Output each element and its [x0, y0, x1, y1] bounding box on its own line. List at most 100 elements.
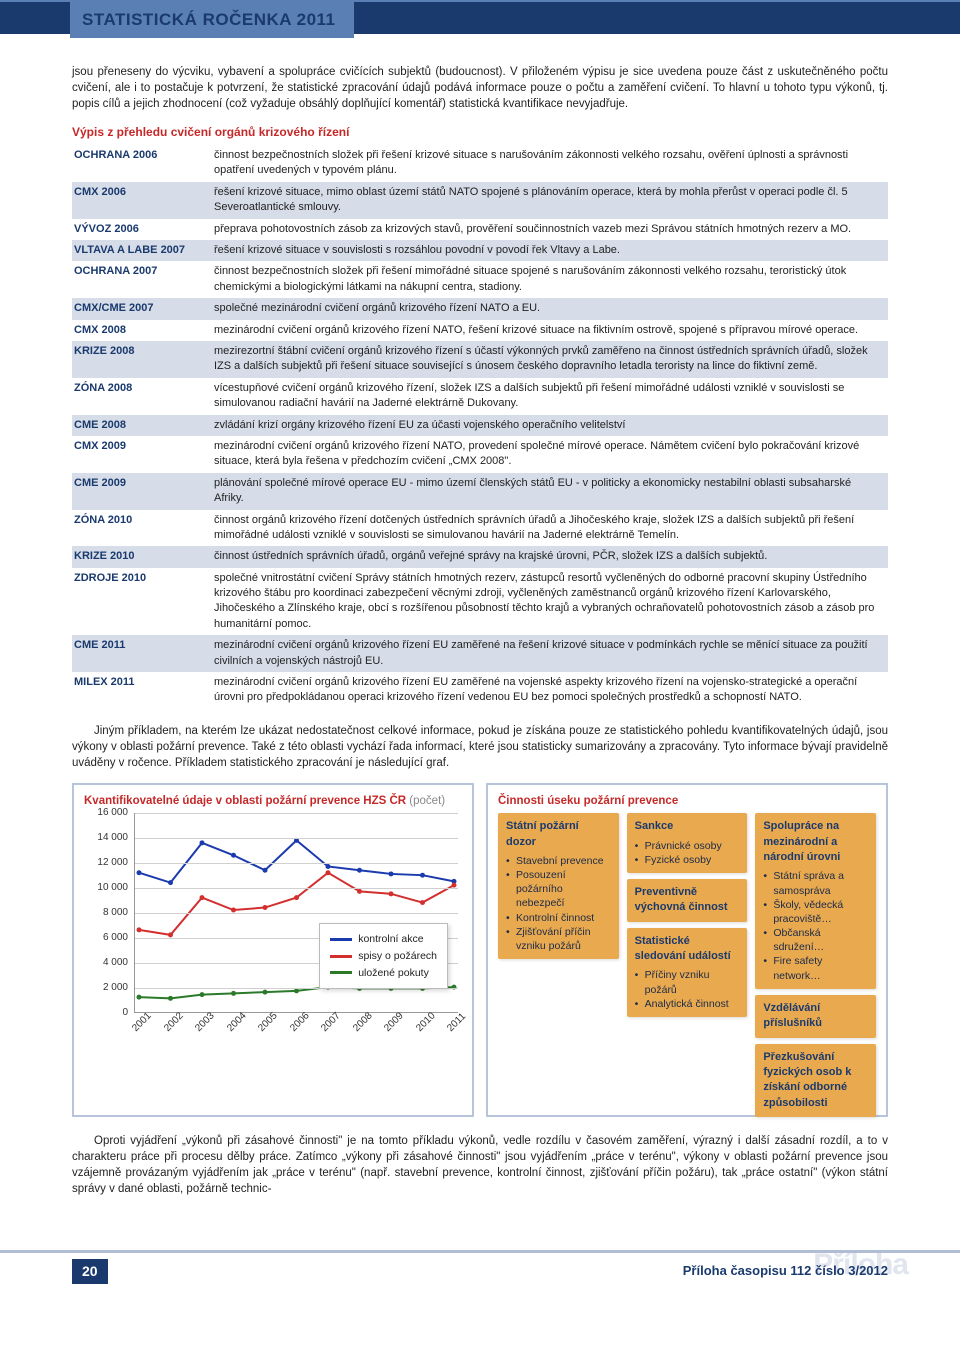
x-tick: 2005	[256, 1010, 282, 1036]
x-tick: 2006	[287, 1010, 313, 1036]
chart-point	[326, 864, 331, 869]
card-title: Sankce	[635, 819, 740, 834]
gridline	[135, 913, 458, 914]
chart-point	[231, 908, 236, 913]
card-item: Školy, vědecká pracoviště…	[763, 898, 868, 926]
table-row: ZÓNA 2010činnost orgánů krizového řízení…	[72, 510, 888, 547]
exercise-desc: mezinárodní cvičení orgánů krizového říz…	[212, 320, 888, 341]
card-list: Státní správa a samosprávaŠkoly, vědecká…	[763, 869, 868, 982]
table-row: ZÓNA 2008vícestupňové cvičení orgánů kri…	[72, 378, 888, 415]
chart-point	[137, 928, 142, 933]
exercise-desc: zvládání krizí orgány krizového řízení E…	[212, 415, 888, 436]
y-tick: 6 000	[103, 931, 128, 945]
chart-point	[137, 870, 142, 875]
x-tick: 2009	[382, 1010, 408, 1036]
card-title: Přezkušování fyzických osob k získání od…	[763, 1050, 868, 1112]
chart-point	[263, 990, 268, 995]
chart-point	[231, 853, 236, 858]
exercise-name: KRIZE 2010	[72, 546, 212, 567]
chart-point	[137, 995, 142, 1000]
exercise-desc: mezinárodní cvičení orgánů krizového říz…	[212, 436, 888, 473]
y-tick: 2 000	[103, 981, 128, 995]
card-item: Stavební prevence	[506, 854, 611, 868]
exercise-name: CMX 2008	[72, 320, 212, 341]
exercise-desc: činnost bezpečnostních složek při řešení…	[212, 145, 888, 182]
activity-card: Státní požární dozorStavební prevencePos…	[498, 813, 619, 959]
exercise-desc: mezinárodní cvičení orgánů krizového říz…	[212, 672, 888, 709]
header-bar: STATISTICKÁ ROČENKA 2011	[0, 0, 960, 34]
x-tick: 2010	[413, 1010, 439, 1036]
chart-point	[200, 841, 205, 846]
activities-column: Spolupráce na mezinárodní a národní úrov…	[755, 813, 876, 1105]
x-tick: 2002	[161, 1010, 187, 1036]
gridline	[135, 813, 458, 814]
table-row: CMX 2009mezinárodní cvičení orgánů krizo…	[72, 436, 888, 473]
x-tick: 2011	[445, 1010, 470, 1035]
chart-point	[452, 883, 457, 888]
exercise-name: ZDROJE 2010	[72, 568, 212, 636]
card-item: Kontrolní činnost	[506, 911, 611, 925]
chart-point	[420, 873, 425, 878]
card-item: Právnické osoby	[635, 839, 740, 853]
activity-card: Preventivně výchovná činnost	[627, 879, 748, 922]
card-item: Příčiny vzniku požárů	[635, 968, 740, 996]
exercise-name: OCHRANA 2007	[72, 261, 212, 298]
table-row: VLTAVA A LABE 2007řešení krizové situace…	[72, 240, 888, 261]
card-title: Spolupráce na mezinárodní a národní úrov…	[763, 819, 868, 865]
gridline	[135, 838, 458, 839]
x-tick: 2003	[193, 1010, 219, 1036]
legend-swatch	[330, 971, 352, 974]
activities-title: Činnosti úseku požární prevence	[498, 793, 876, 809]
legend-swatch	[330, 938, 352, 941]
chart-point	[168, 933, 173, 938]
chart-point	[389, 872, 394, 877]
exercise-desc: řešení krizové situace v souvislosti s r…	[212, 240, 888, 261]
chart-title: Kvantifikovatelné údaje v oblasti požárn…	[84, 793, 462, 809]
exercise-desc: mezinárodní cvičení orgánů krizového říz…	[212, 635, 888, 672]
card-item: Zjišťování příčin vzniku požárů	[506, 925, 611, 953]
legend-label: spisy o požárech	[358, 949, 437, 964]
end-paragraph: Oproti vyjádření „výkonů při zásahové či…	[72, 1133, 888, 1197]
chart-point	[326, 870, 331, 875]
exercise-desc: řešení krizové situace, mimo oblast územ…	[212, 182, 888, 219]
exercise-desc: společné mezinárodní cvičení orgánů kriz…	[212, 298, 888, 319]
content: jsou přeneseny do výcviku, vybavení a sp…	[0, 34, 960, 1230]
card-item: Analytická činnost	[635, 997, 740, 1011]
exercise-name: MILEX 2011	[72, 672, 212, 709]
y-tick: 0	[122, 1006, 128, 1020]
card-item: Občanská sdružení…	[763, 926, 868, 954]
gridline	[135, 888, 458, 889]
x-tick: 2007	[319, 1010, 345, 1036]
table-row: CME 2009plánování společné mírové operac…	[72, 473, 888, 510]
x-tick: 2008	[350, 1010, 376, 1036]
line-chart-box: Kvantifikovatelné údaje v oblasti požárn…	[72, 783, 474, 1117]
card-item: Státní správa a samospráva	[763, 869, 868, 897]
chart-point	[231, 991, 236, 996]
exercise-name: CME 2009	[72, 473, 212, 510]
activities-column: Sankce Právnické osobyFyzické osoby Preven…	[627, 813, 748, 1105]
exercise-desc: činnost ústředních správních úřadů, orgá…	[212, 546, 888, 567]
chart-point	[263, 905, 268, 910]
activity-card: Přezkušování fyzických osob k získání od…	[755, 1044, 876, 1118]
table-row: ZDROJE 2010společné vnitrostátní cvičení…	[72, 568, 888, 636]
exercise-name: CMX 2009	[72, 436, 212, 473]
legend-item: kontrolní akce	[330, 932, 437, 947]
header-title: STATISTICKÁ ROČENKA 2011	[70, 2, 354, 38]
legend-label: uložené pokuty	[358, 966, 429, 981]
card-list: Právnické osobyFyzické osoby	[635, 839, 740, 867]
table-row: CMX/CME 2007společné mezinárodní cvičení…	[72, 298, 888, 319]
table-row: OCHRANA 2007činnost bezpečnostních slože…	[72, 261, 888, 298]
exercise-desc: činnost orgánů krizového řízení dotčenýc…	[212, 510, 888, 547]
exercise-name: CME 2011	[72, 635, 212, 672]
y-tick: 14 000	[97, 831, 128, 845]
exercise-desc: plánování společné mírové operace EU - m…	[212, 473, 888, 510]
legend-item: spisy o požárech	[330, 949, 437, 964]
chart-point	[168, 996, 173, 1001]
y-tick: 16 000	[97, 806, 128, 820]
table-row: CME 2008zvládání krizí orgány krizového …	[72, 415, 888, 436]
card-item: Fyzické osoby	[635, 853, 740, 867]
chart-point	[294, 895, 299, 900]
y-tick: 4 000	[103, 956, 128, 970]
chart-point	[200, 895, 205, 900]
exercise-name: VLTAVA A LABE 2007	[72, 240, 212, 261]
